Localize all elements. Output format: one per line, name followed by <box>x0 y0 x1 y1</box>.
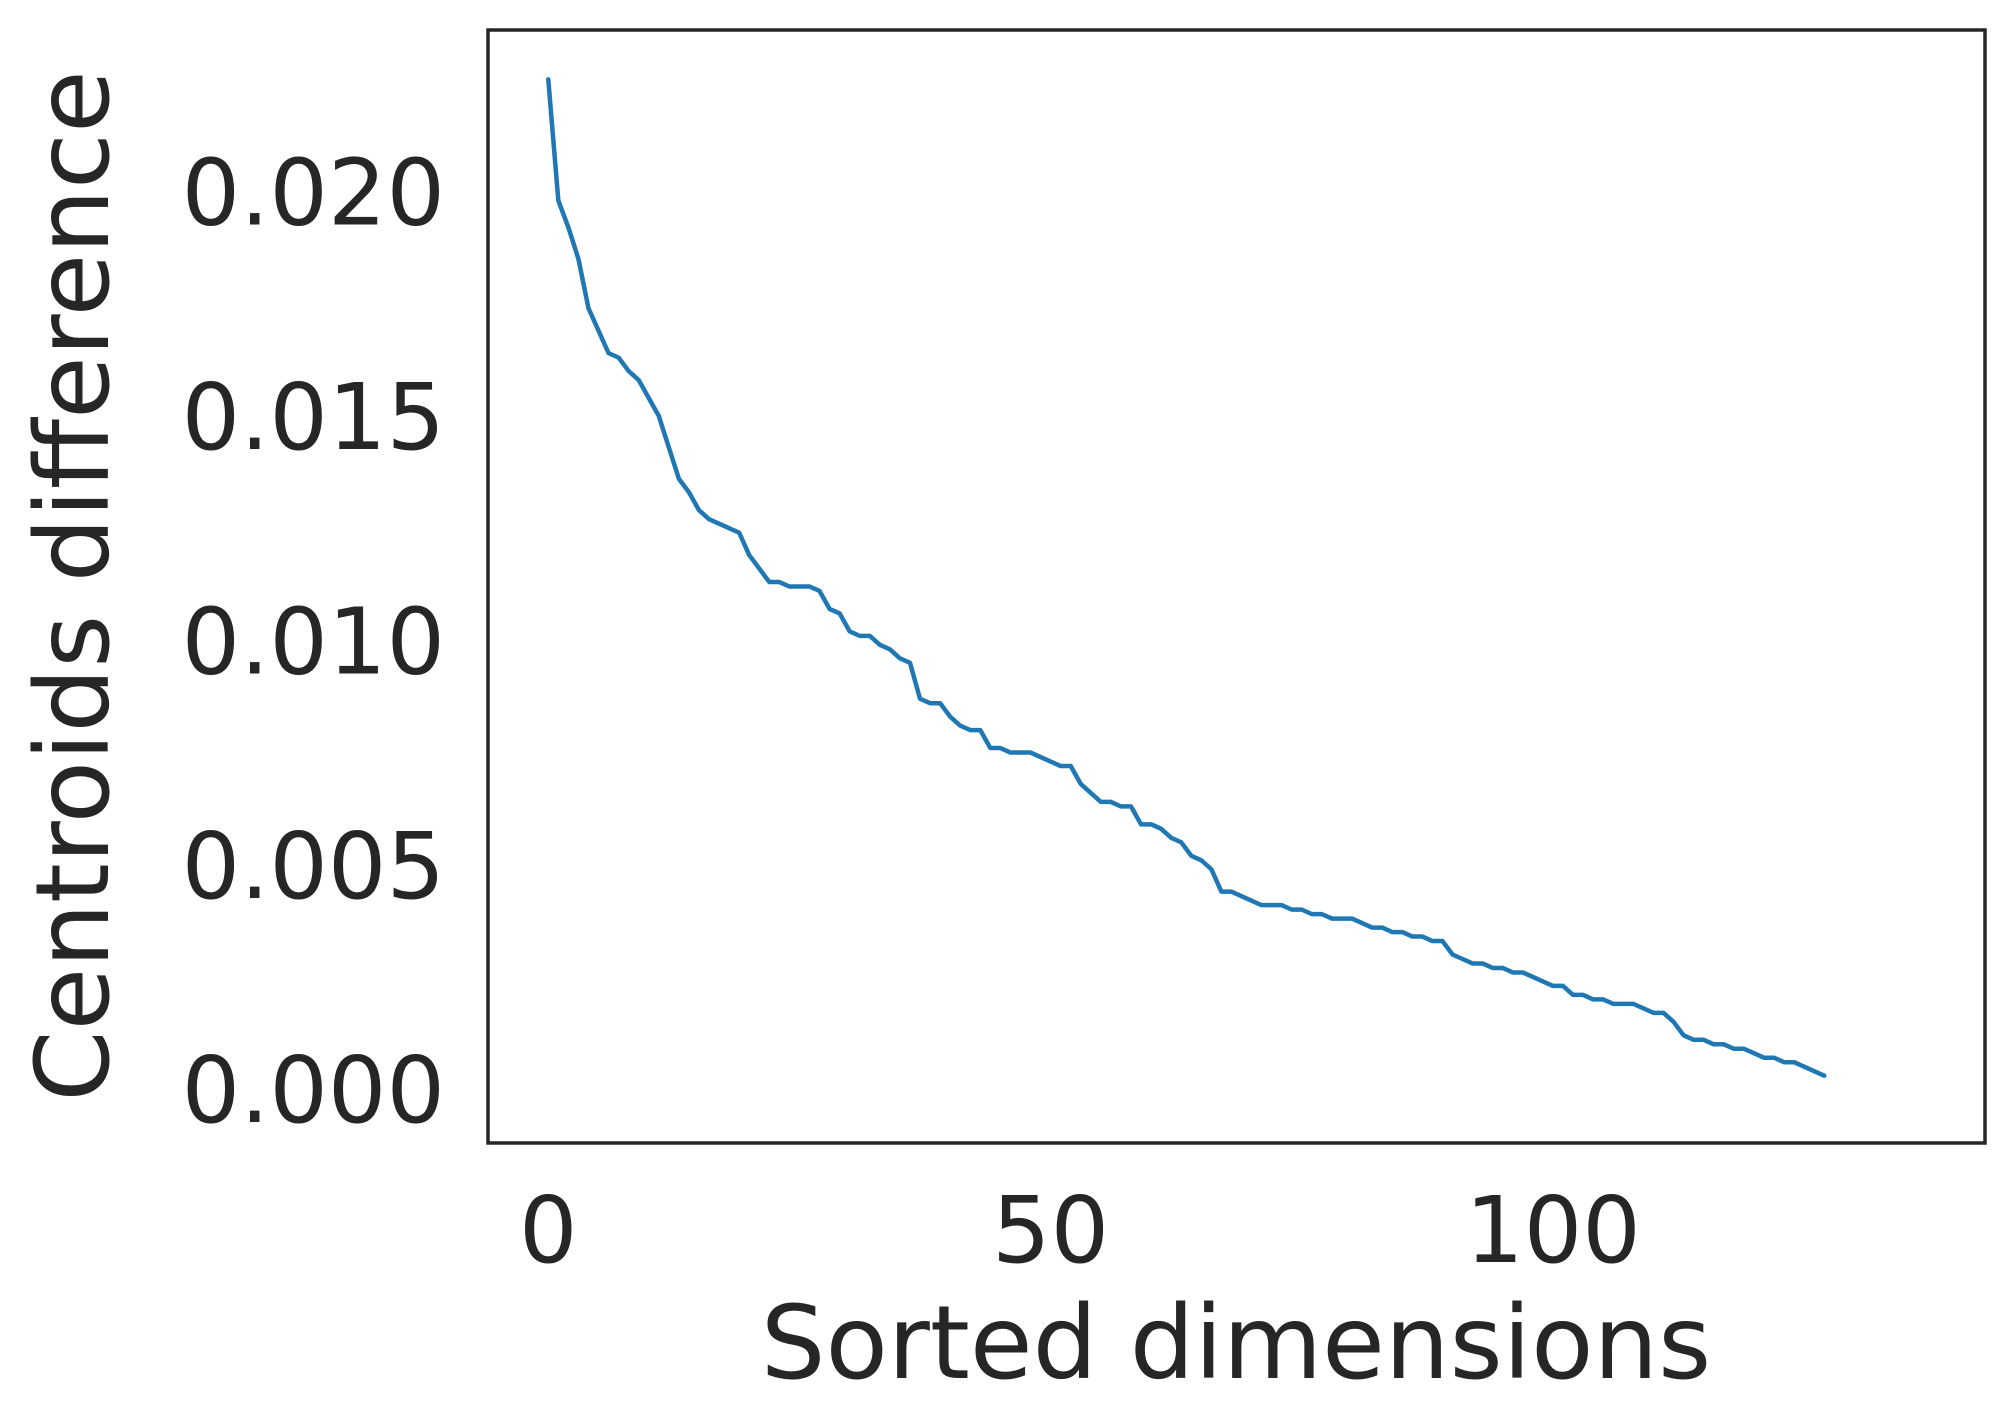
y-axis-ticks: 0.000 0.005 0.010 0.015 0.020 <box>182 140 445 1144</box>
y-tick-label: 0.010 <box>182 588 445 695</box>
x-axis-label: Sorted dimensions <box>761 1284 1712 1403</box>
x-tick-label: 0 <box>519 1177 578 1284</box>
plot-frame <box>486 28 1987 1145</box>
y-tick-label: 0.015 <box>182 364 445 471</box>
x-tick-label: 100 <box>1465 1177 1641 1284</box>
y-axis-label: Centroids difference <box>14 70 133 1101</box>
series-layer <box>546 77 1827 1078</box>
series-line-1 <box>546 77 1827 1078</box>
y-tick-label: 0.005 <box>182 813 445 920</box>
x-tick-label: 50 <box>992 1177 1109 1284</box>
y-tick-label: 0.000 <box>182 1037 445 1144</box>
y-tick-label: 0.020 <box>182 140 445 247</box>
x-axis-ticks: 0 50 100 <box>519 1177 1641 1284</box>
